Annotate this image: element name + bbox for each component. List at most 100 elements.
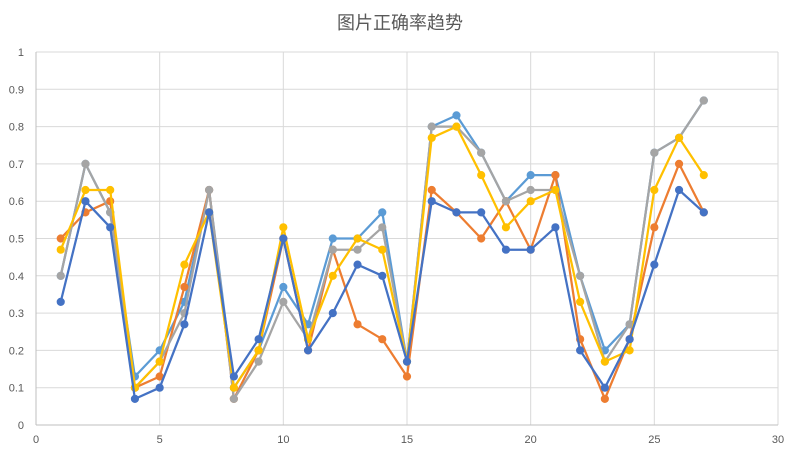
series-line bbox=[59, 99, 705, 389]
series-line bbox=[59, 188, 705, 401]
data-point bbox=[303, 346, 313, 355]
data-point bbox=[328, 271, 337, 280]
data-point bbox=[180, 320, 189, 329]
data-point bbox=[600, 383, 609, 392]
series-1 bbox=[56, 96, 708, 392]
x-tick-label: 10 bbox=[277, 434, 289, 446]
data-point bbox=[699, 170, 708, 180]
data-point bbox=[551, 223, 560, 232]
data-point bbox=[254, 357, 263, 366]
data-point bbox=[427, 185, 436, 195]
data-point bbox=[501, 197, 511, 206]
data-point bbox=[576, 297, 585, 307]
data-point bbox=[106, 185, 115, 195]
data-point bbox=[427, 133, 436, 142]
y-tick-label: 0.8 bbox=[9, 122, 24, 134]
data-point bbox=[526, 185, 535, 195]
data-point bbox=[477, 234, 486, 243]
data-point bbox=[378, 223, 387, 232]
data-point bbox=[625, 335, 634, 344]
data-point bbox=[477, 208, 486, 217]
data-point bbox=[650, 223, 659, 232]
data-point bbox=[130, 394, 140, 403]
data-point bbox=[501, 245, 511, 254]
data-point bbox=[650, 185, 659, 195]
data-point bbox=[501, 223, 511, 232]
y-tick-label: 0.9 bbox=[9, 84, 24, 96]
data-point bbox=[650, 148, 659, 157]
data-point bbox=[650, 260, 659, 269]
data-point bbox=[477, 148, 486, 157]
data-point bbox=[56, 271, 65, 280]
data-point bbox=[452, 122, 461, 131]
data-point bbox=[229, 383, 238, 392]
data-point bbox=[551, 170, 560, 180]
data-point bbox=[328, 309, 337, 318]
y-tick-label: 0.6 bbox=[9, 196, 24, 208]
data-point bbox=[600, 357, 609, 366]
data-point bbox=[279, 234, 288, 243]
y-tick-label: 0.4 bbox=[9, 271, 24, 283]
y-tick-label: 0.5 bbox=[9, 234, 24, 246]
y-tick-label: 0.2 bbox=[9, 345, 24, 357]
y-tick-label: 0 bbox=[18, 420, 24, 432]
data-point bbox=[378, 208, 387, 217]
data-point bbox=[378, 335, 387, 344]
data-point bbox=[279, 223, 288, 232]
data-point bbox=[427, 197, 436, 206]
data-point bbox=[402, 357, 412, 366]
data-point bbox=[452, 111, 461, 120]
data-point bbox=[674, 159, 684, 168]
data-point bbox=[378, 271, 387, 280]
data-point bbox=[526, 245, 535, 254]
data-point bbox=[353, 320, 362, 329]
data-point bbox=[526, 197, 535, 206]
data-point bbox=[625, 346, 634, 355]
data-point bbox=[576, 271, 585, 280]
data-point bbox=[526, 170, 535, 180]
data-point bbox=[106, 223, 115, 232]
x-tick-label: 5 bbox=[157, 434, 163, 446]
tick-labels: 00.10.20.30.40.50.60.70.80.910 5 10 15 20 25 3… bbox=[9, 47, 784, 446]
data-point bbox=[81, 185, 90, 195]
data-point bbox=[279, 297, 288, 307]
y-tick-label: 0.1 bbox=[9, 383, 24, 395]
data-point bbox=[402, 372, 412, 381]
data-point bbox=[427, 122, 436, 131]
data-point bbox=[600, 394, 609, 403]
data-point bbox=[56, 245, 65, 254]
series-5 bbox=[56, 185, 708, 403]
data-point bbox=[353, 260, 362, 269]
data-point bbox=[229, 372, 238, 381]
data-point bbox=[699, 208, 708, 217]
x-tick-label: 20 bbox=[525, 434, 537, 446]
data-point bbox=[477, 170, 486, 180]
data-point bbox=[674, 133, 684, 142]
data-point bbox=[378, 245, 387, 254]
data-point bbox=[81, 197, 90, 206]
y-tick-label: 1 bbox=[18, 47, 24, 59]
data-point bbox=[81, 159, 90, 168]
data-point bbox=[328, 245, 337, 254]
series-4 bbox=[56, 122, 708, 392]
data-point bbox=[155, 383, 164, 392]
data-point bbox=[699, 96, 708, 105]
x-tick-label: 25 bbox=[648, 434, 660, 446]
data-point bbox=[674, 185, 684, 195]
data-point bbox=[254, 335, 263, 344]
gridlines bbox=[36, 51, 779, 425]
data-point bbox=[353, 245, 362, 254]
y-tick-label: 0.7 bbox=[9, 159, 24, 171]
data-point bbox=[254, 346, 263, 355]
chart-title: 图片正确率趋势 bbox=[337, 13, 463, 33]
series-lines bbox=[56, 96, 708, 403]
data-point bbox=[279, 282, 288, 292]
data-point bbox=[353, 234, 362, 243]
data-point bbox=[328, 234, 337, 243]
x-tick-label: 15 bbox=[401, 434, 413, 446]
data-point bbox=[155, 357, 164, 366]
data-point bbox=[205, 208, 214, 217]
data-point bbox=[551, 185, 560, 195]
x-tick-label: 30 bbox=[772, 434, 784, 446]
